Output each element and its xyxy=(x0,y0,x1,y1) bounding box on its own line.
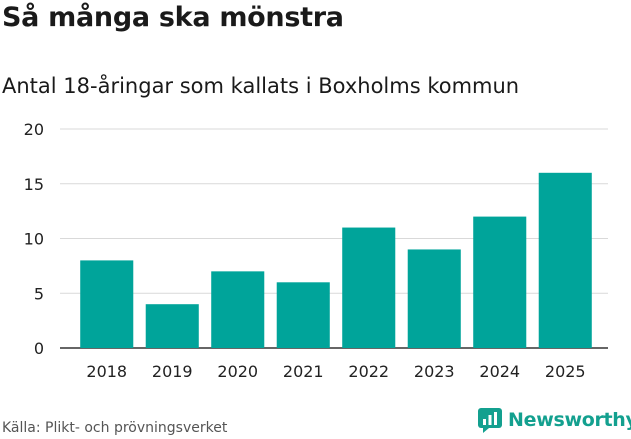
bar-2023 xyxy=(407,249,461,348)
bar-2025 xyxy=(538,172,592,348)
bar-2024 xyxy=(473,216,527,348)
newsworthy-logo-icon xyxy=(478,408,502,433)
y-tick-label: 5 xyxy=(34,284,44,303)
x-tick-label: 2023 xyxy=(414,362,455,381)
y-tick-label: 15 xyxy=(24,175,44,194)
source-note: Källa: Plikt- och prövningsverket xyxy=(2,420,228,436)
x-tick-label: 2018 xyxy=(86,362,127,381)
x-tick-label: 2024 xyxy=(479,362,520,381)
y-axis-ticks: 0 5 10 15 20 xyxy=(24,120,44,358)
bars xyxy=(80,172,592,348)
x-tick-label: 2019 xyxy=(152,362,193,381)
x-tick-label: 2020 xyxy=(217,362,258,381)
bar-2018 xyxy=(80,260,134,348)
y-tick-label: 20 xyxy=(24,120,44,139)
chart-title: Så många ska mönstra xyxy=(2,2,344,33)
bar-2021 xyxy=(276,282,330,348)
y-tick-label: 10 xyxy=(24,230,44,249)
bar-2019 xyxy=(145,304,199,348)
x-axis-ticks: 2018 2019 2020 2021 2022 2023 2024 2025 xyxy=(86,362,585,381)
bar-2020 xyxy=(211,271,265,348)
x-tick-label: 2021 xyxy=(283,362,324,381)
newsworthy-logo: Newsworthy xyxy=(477,407,631,433)
y-tick-label: 0 xyxy=(34,339,44,358)
bar-2022 xyxy=(342,227,396,348)
x-tick-label: 2022 xyxy=(348,362,389,381)
chart-subtitle: Antal 18-åringar som kallats i Boxholms … xyxy=(2,74,520,98)
x-tick-label: 2025 xyxy=(545,362,586,381)
brand-name: Newsworthy xyxy=(508,409,631,431)
